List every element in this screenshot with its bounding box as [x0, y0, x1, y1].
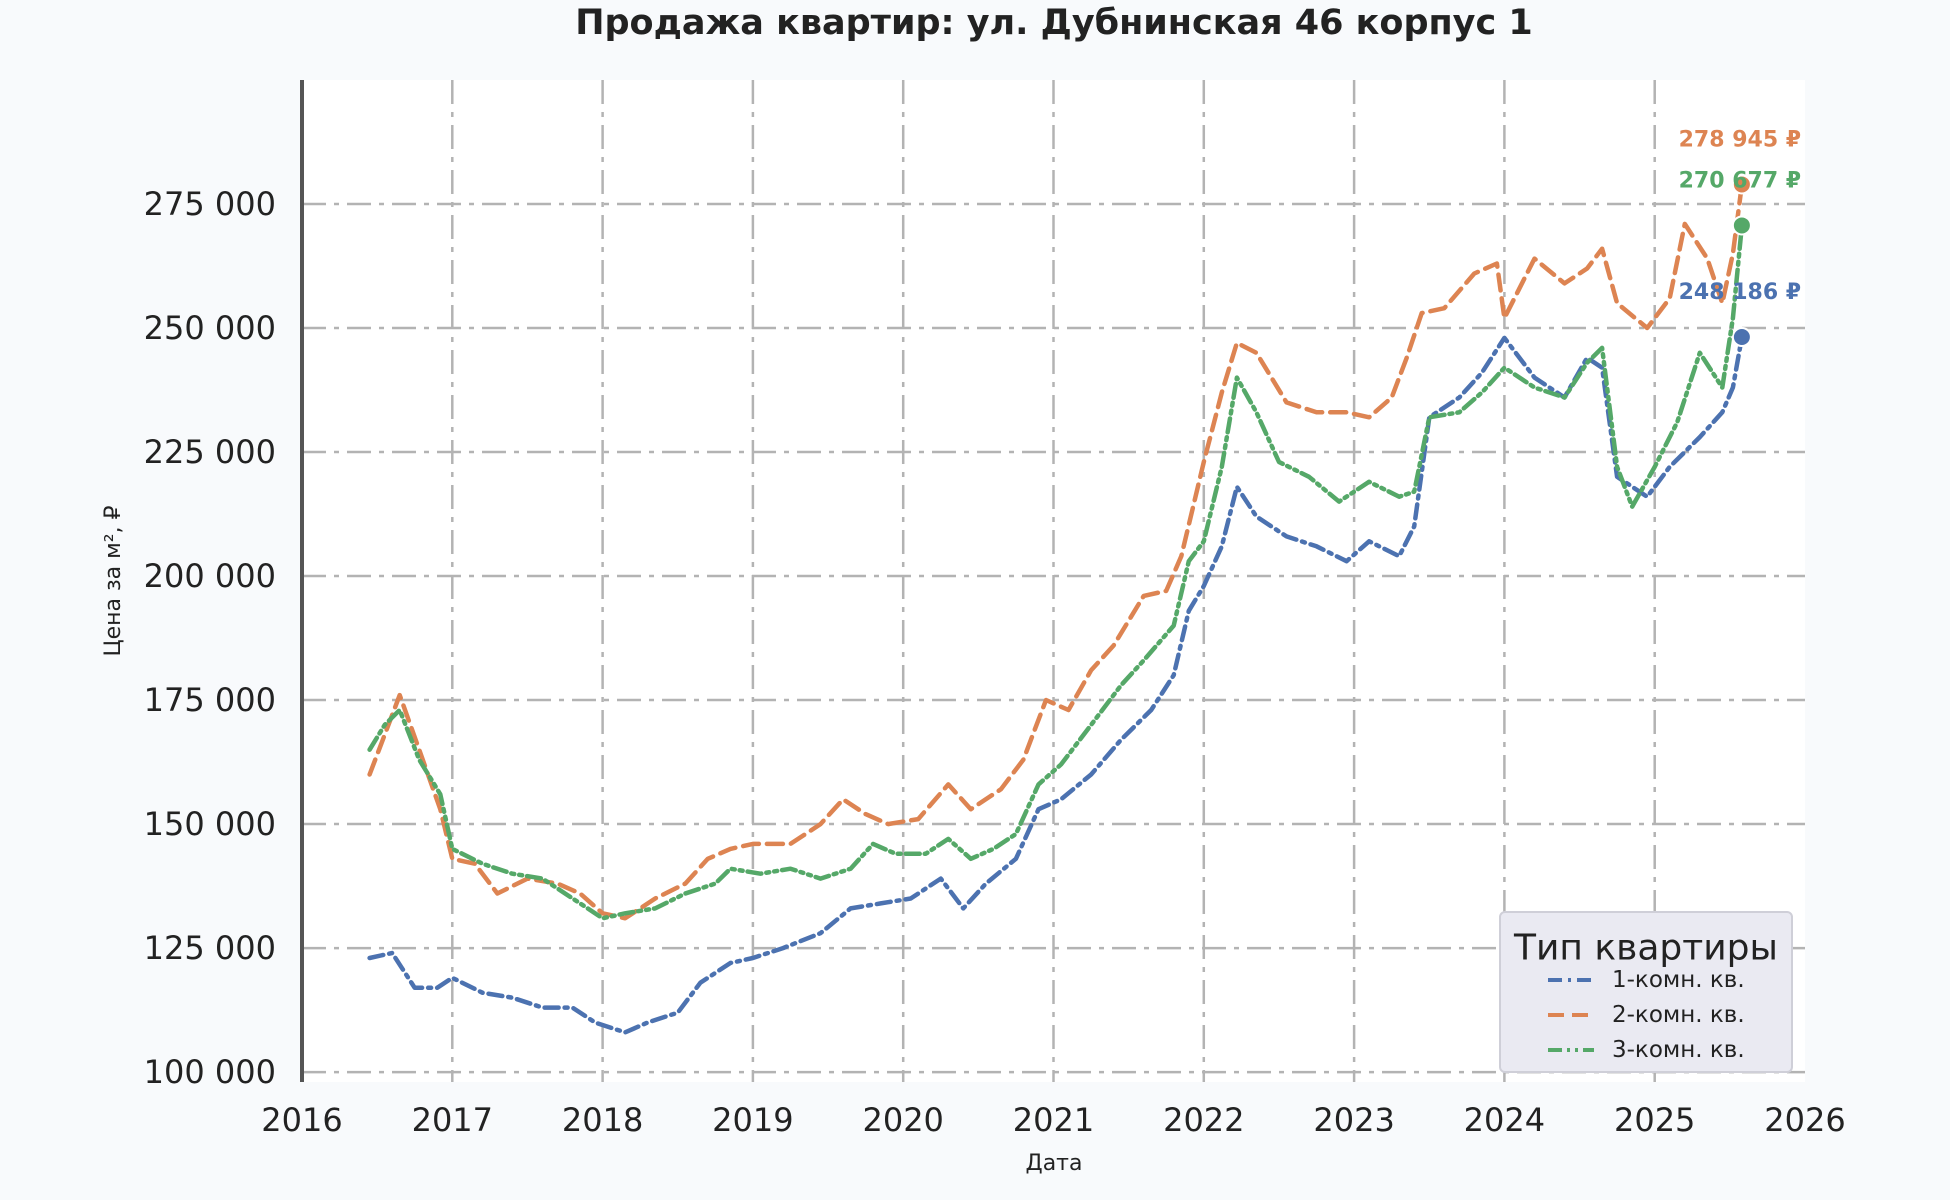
legend-items: 1-комн. кв. 2-комн. кв. 3-комн. кв.	[1548, 967, 1745, 1063]
series-last-point-2	[1731, 174, 1752, 195]
grid	[302, 80, 1805, 1082]
series-line-3	[367, 223, 1745, 921]
x-tick-label-2026: 2026	[1764, 1101, 1845, 1139]
series-last-point-3	[1731, 215, 1752, 236]
y-tick-label-275-000: 275 000	[144, 185, 276, 223]
last-value-labels: 248 186 ₽ 278 945 ₽ 270 677 ₽	[1679, 127, 1801, 305]
series-last-value-label-1: 248 186 ₽	[1679, 280, 1801, 305]
x-axis-label: Дата	[1026, 1151, 1083, 1176]
x-tick-label-2024: 2024	[1464, 1101, 1545, 1139]
y-tick-label-150-000: 150 000	[144, 805, 276, 843]
legend-label-1: 1-комн. кв.	[1612, 967, 1745, 993]
series-layer	[367, 174, 1752, 1035]
y-tick-label-175-000: 175 000	[144, 681, 276, 719]
y-tick-label-100-000: 100 000	[144, 1053, 276, 1091]
x-tick-label-2016: 2016	[261, 1101, 342, 1139]
tick-labels: 2016 2017 2018 2019 2020 2021 2022 2023 2024 2025…	[144, 185, 1846, 1139]
legend-label-2: 2-комн. кв.	[1612, 1002, 1745, 1028]
legend: Тип квартиры 1-комн. кв. 2-комн. кв. 3-ком…	[1499, 911, 1793, 1073]
x-tick-label-2017: 2017	[412, 1101, 493, 1139]
legend-title: Тип квартиры	[1513, 928, 1778, 969]
x-tick-label-2023: 2023	[1313, 1101, 1394, 1139]
legend-label-3: 3-комн. кв.	[1612, 1037, 1745, 1063]
y-tick-label-125-000: 125 000	[144, 929, 276, 967]
x-tick-label-2018: 2018	[562, 1101, 643, 1139]
series-last-value-label-2: 278 945 ₽	[1679, 127, 1801, 152]
x-tick-label-2025: 2025	[1614, 1101, 1695, 1139]
legend-box	[1499, 911, 1793, 1073]
y-tick-label-225-000: 225 000	[144, 433, 276, 471]
series-line-1	[367, 334, 1745, 1035]
y-tick-label-200-000: 200 000	[144, 557, 276, 595]
series-line-2	[367, 182, 1745, 921]
x-tick-label-2021: 2021	[1013, 1101, 1094, 1139]
series-last-value-label-3: 270 677 ₽	[1679, 168, 1801, 193]
x-tick-label-2020: 2020	[862, 1101, 943, 1139]
chart-title: Продажа квартир: ул. Дубнинская 46 корпу…	[575, 3, 1533, 43]
series-last-point-1	[1731, 327, 1752, 348]
x-tick-label-2019: 2019	[712, 1101, 793, 1139]
y-tick-label-250-000: 250 000	[144, 309, 276, 347]
x-tick-label-2022: 2022	[1163, 1101, 1244, 1139]
y-axis-label: Цена за м², ₽	[101, 505, 126, 656]
